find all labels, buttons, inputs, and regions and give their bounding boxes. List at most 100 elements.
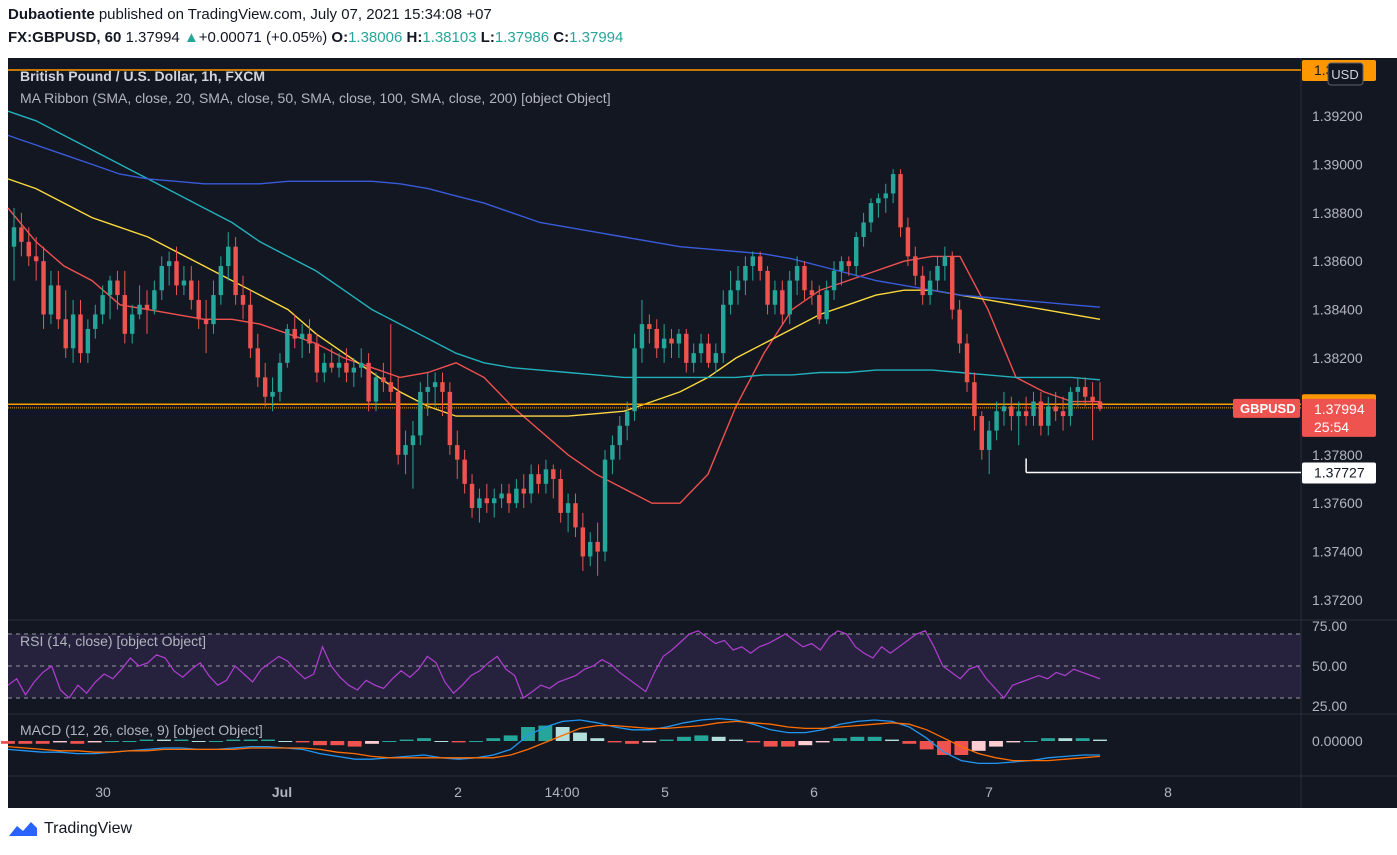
legend-macd[interactable]: MACD (12, 26, close, 9) [object Object] <box>20 722 263 738</box>
macd-histogram-bar <box>642 741 657 743</box>
candle-body <box>528 474 534 494</box>
candle-body <box>240 295 246 305</box>
candle-body <box>166 261 172 267</box>
tradingview-brand[interactable]: TradingView <box>8 820 132 838</box>
candle-body <box>920 275 925 296</box>
macd-histogram-bar <box>729 739 743 741</box>
macd-histogram-bar <box>989 741 1003 747</box>
macd-histogram-bar <box>243 739 258 741</box>
ohlc-header: FX:GBPUSD, 60 1.37994 ▲+0.00071 (+0.05%)… <box>8 29 623 46</box>
close-label: C: <box>553 29 570 46</box>
current-price-tag <box>1302 398 1376 437</box>
candle-body <box>506 493 512 504</box>
macd-histogram-bar <box>763 741 778 747</box>
candle-body <box>624 411 630 426</box>
price-tick-label: 1.37400 <box>1312 544 1363 560</box>
macd-histogram-bar <box>105 741 119 742</box>
candle-body <box>824 290 829 320</box>
time-axis-label: Jul <box>272 784 292 800</box>
candle-body <box>1097 401 1103 409</box>
candle-body <box>1075 387 1081 392</box>
macd-histogram-bar <box>53 741 67 743</box>
candle-body <box>979 416 985 450</box>
candle-body <box>853 237 859 267</box>
time-axis-label: 8 <box>1164 784 1172 800</box>
candle-body <box>735 280 741 291</box>
candle-body <box>129 314 135 334</box>
macd-histogram-bar <box>261 739 275 741</box>
candle-body <box>63 319 68 349</box>
candle-body <box>1038 401 1044 426</box>
candle-body <box>868 203 874 223</box>
symbol-tag-label: GBPUSD <box>1240 401 1296 416</box>
sma-200-line <box>7 134 1101 308</box>
macd-histogram-bar <box>139 739 154 741</box>
macd-histogram-bar <box>919 741 934 750</box>
candle-body <box>425 387 430 392</box>
macd-pane: 0.00000 <box>1 717 1363 765</box>
macd-histogram-bar <box>1023 741 1038 742</box>
macd-histogram-bar <box>1093 739 1107 741</box>
candle-body <box>78 314 83 354</box>
candle-body <box>935 266 940 281</box>
candle-body <box>787 280 792 315</box>
candle-body <box>226 246 231 267</box>
candle-body <box>189 280 194 300</box>
candle-body <box>1060 411 1066 417</box>
rsi-pane: 75.00 50.00 25.00 <box>7 618 1347 714</box>
candle-body <box>484 498 490 504</box>
tradingview-logo-icon <box>9 822 37 836</box>
price-change: +0.00071 (+0.05%) <box>198 29 328 46</box>
rsi-tick-label: 75.00 <box>1312 618 1347 634</box>
candle-body <box>890 174 896 194</box>
candle-body <box>93 314 98 329</box>
candle-body <box>573 503 578 528</box>
candle-body <box>684 333 689 363</box>
macd-histogram-bar <box>226 739 241 741</box>
candle-body <box>115 280 120 296</box>
candle-body <box>957 309 962 344</box>
candle-body <box>1023 411 1029 417</box>
candle-body <box>610 445 615 460</box>
candle-body <box>314 343 320 373</box>
candle-body <box>898 174 903 228</box>
sma-50-line <box>7 178 1101 417</box>
candle-body <box>839 261 844 271</box>
candle-body <box>344 362 349 373</box>
candle-body <box>972 382 977 417</box>
candle-body <box>499 493 504 499</box>
publisher-name: Dubaotiente <box>8 6 95 23</box>
candle-body <box>964 343 970 383</box>
candles <box>11 169 1103 576</box>
chart-background <box>8 58 1397 808</box>
macd-histogram-bar <box>850 736 865 741</box>
last-price: 1.37994 <box>125 29 180 46</box>
candle-body <box>772 290 778 305</box>
price-tick-label: 1.38600 <box>1312 253 1363 269</box>
candle-body <box>698 343 704 354</box>
macd-histogram-bar <box>694 735 709 741</box>
price-tick-label: 1.37600 <box>1312 495 1363 511</box>
macd-histogram-bar <box>469 741 483 742</box>
time-axis-label: 14:00 <box>544 784 579 800</box>
macd-histogram-bar <box>1058 738 1073 741</box>
candle-body <box>1053 406 1058 412</box>
candle-body <box>986 430 992 450</box>
candle-body <box>942 256 948 267</box>
candle-body <box>418 391 423 436</box>
legend-rsi[interactable]: RSI (14, close) [object Object] <box>20 633 206 649</box>
sma-20-line <box>7 207 1100 504</box>
candle-body <box>285 328 290 363</box>
candle-body <box>277 362 283 392</box>
candle-body <box>521 488 526 494</box>
candle-body <box>100 295 105 315</box>
macd-histogram-bar <box>174 739 189 741</box>
legend-ma-ribbon[interactable]: MA Ribbon (SMA, close, 20, SMA, close, 5… <box>20 90 611 106</box>
candle-body <box>159 266 164 291</box>
currency-badge[interactable] <box>1327 62 1364 86</box>
legend-title: British Pound / U.S. Dollar, 1h, FXCM <box>20 68 265 84</box>
candle-body <box>248 304 253 349</box>
symbol-label: FX:GBPUSD, 60 <box>8 29 122 46</box>
candle-body <box>861 222 866 237</box>
